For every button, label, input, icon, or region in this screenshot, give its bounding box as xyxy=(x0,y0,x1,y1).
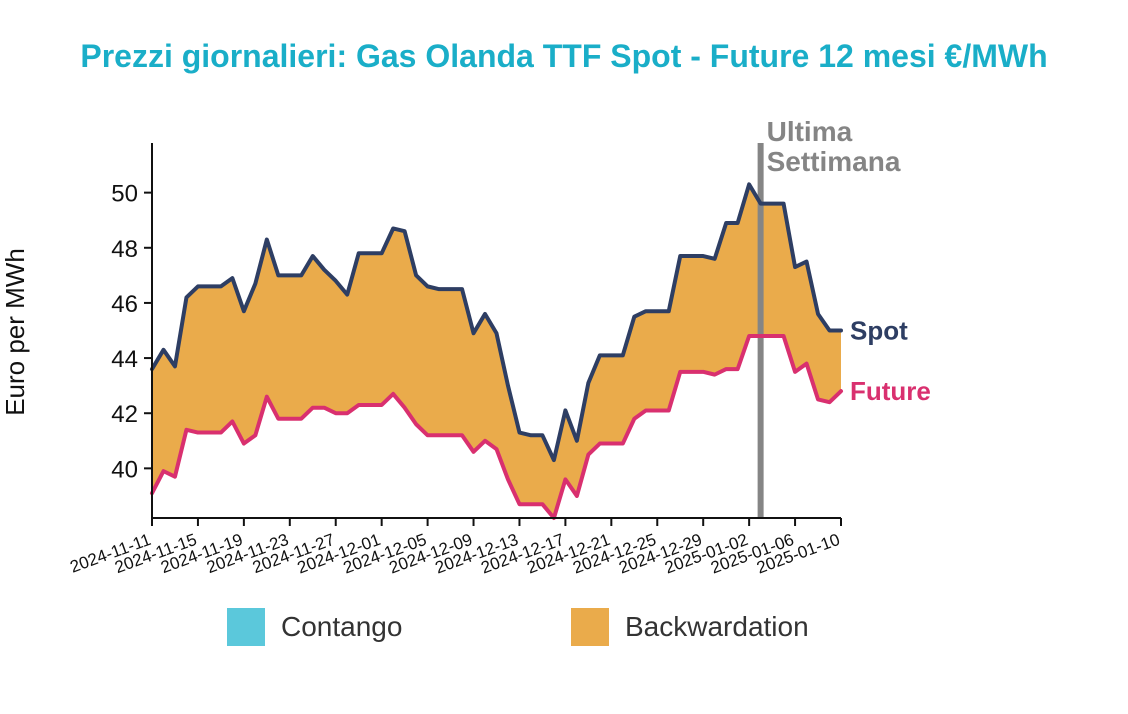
y-tick-label: 50 xyxy=(111,181,138,208)
legend-item-contango: Contango xyxy=(227,608,402,646)
spread-area xyxy=(152,184,841,519)
series-end-label-spot: Spot xyxy=(850,316,908,346)
legend-label-contango: Contango xyxy=(281,611,403,642)
y-tick-label: 46 xyxy=(111,291,138,318)
series-line-spot xyxy=(150,182,843,463)
series-end-label-future: Future xyxy=(850,376,931,406)
y-tick-label: 40 xyxy=(111,456,138,483)
spread-area-layer xyxy=(152,184,841,519)
annotation-label: Ultima xyxy=(767,116,853,147)
y-tick-label: 48 xyxy=(111,236,138,263)
chart-title: Prezzi giornalieri: Gas Olanda TTF Spot … xyxy=(80,38,1048,74)
legend: Contango Backwardation xyxy=(0,608,1128,648)
y-tick-label: 44 xyxy=(111,346,138,373)
annotation-label: Settimana xyxy=(767,146,901,177)
series-line-future xyxy=(150,334,843,520)
legend-item-backwardation: Backwardation xyxy=(571,608,809,646)
legend-swatch-contango xyxy=(227,608,265,646)
series-line-layer xyxy=(150,182,843,520)
legend-swatch-backwardation xyxy=(571,608,609,646)
y-tick-label: 42 xyxy=(111,401,138,428)
y-axis-title: Euro per MWh xyxy=(0,248,30,416)
legend-label-backwardation: Backwardation xyxy=(625,611,809,642)
